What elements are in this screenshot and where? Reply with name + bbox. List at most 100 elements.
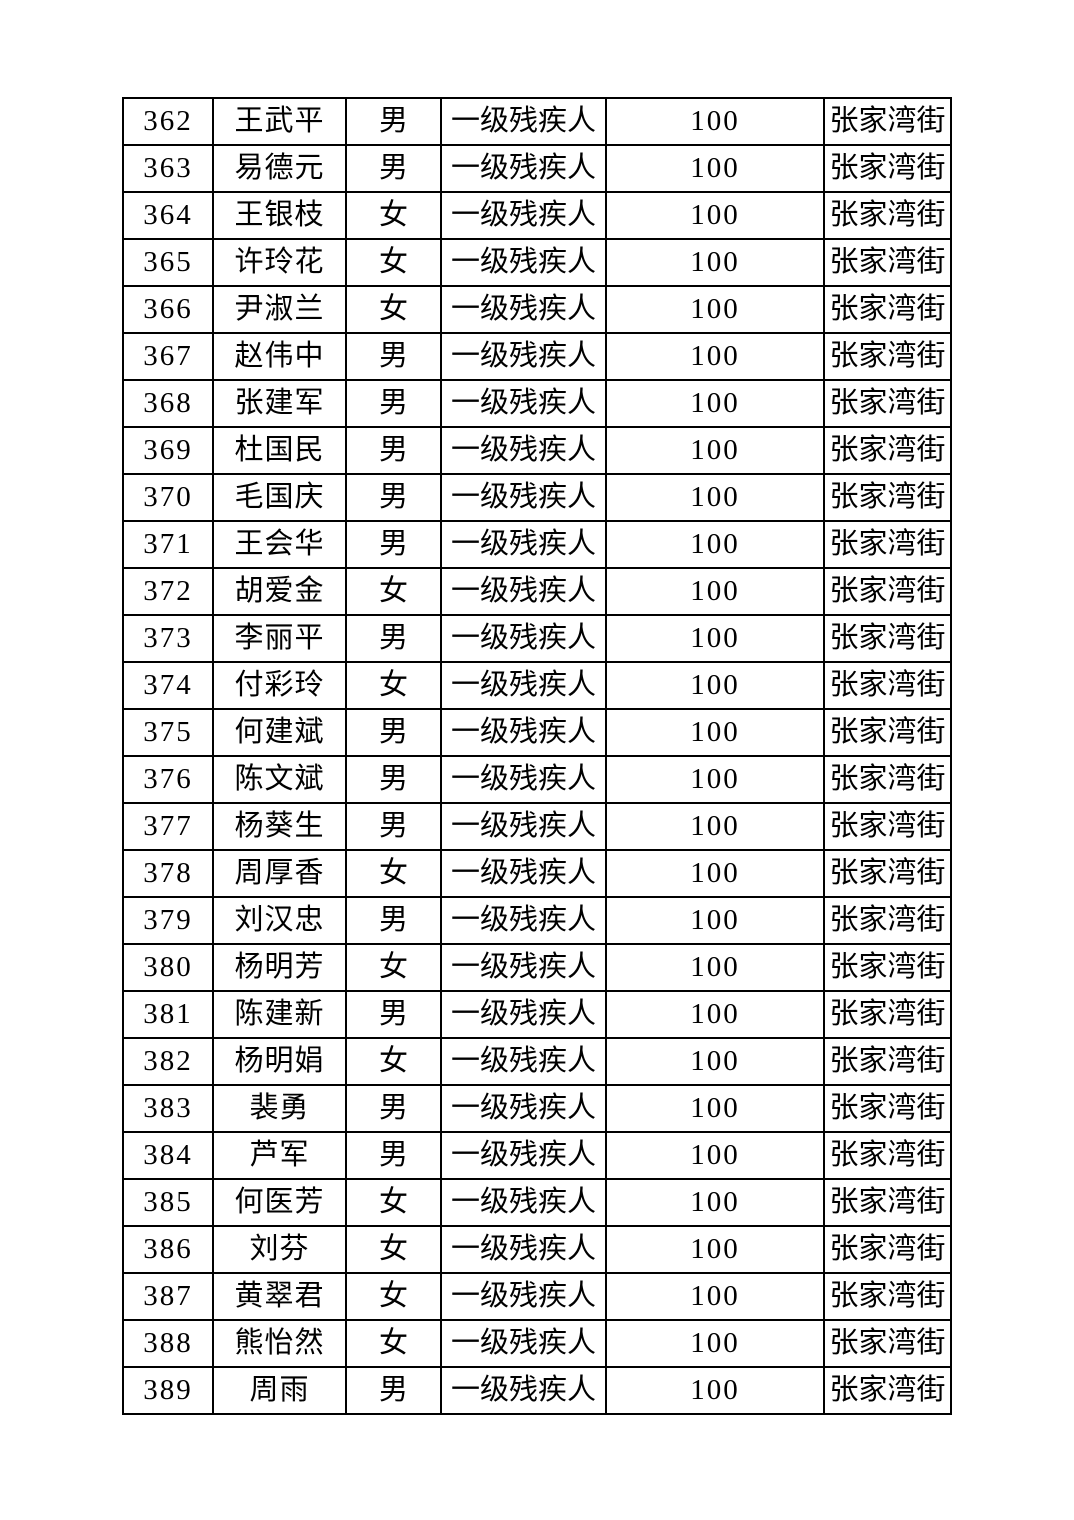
- cell-street: 张家湾街: [823, 755, 952, 804]
- cell-row-number: 381: [122, 990, 214, 1039]
- table-row: 379 刘汉忠男一级残疾人 100 张家湾街: [122, 896, 952, 945]
- cell-street: 张家湾街: [823, 238, 952, 287]
- table-row: 373 李丽平男一级残疾人 100 张家湾街: [122, 614, 952, 663]
- cell-gender: 女: [345, 849, 442, 898]
- cell-gender: 男: [345, 1084, 442, 1133]
- cell-name: 付彩玲: [212, 661, 347, 710]
- cell-street: 张家湾街: [823, 1178, 952, 1227]
- table-row: 362 王武平男一级残疾人 100 张家湾街: [122, 97, 952, 146]
- cell-street: 张家湾街: [823, 1225, 952, 1274]
- cell-name: 李丽平: [212, 614, 347, 663]
- cell-street: 张家湾街: [823, 520, 952, 569]
- cell-row-number: 387: [122, 1272, 214, 1321]
- cell-row-number: 372: [122, 567, 214, 616]
- cell-amount: 100: [605, 1366, 825, 1415]
- cell-name: 许玲花: [212, 238, 347, 287]
- cell-gender: 女: [345, 1272, 442, 1321]
- cell-name: 刘芬: [212, 1225, 347, 1274]
- cell-street: 张家湾街: [823, 379, 952, 428]
- cell-amount: 100: [605, 473, 825, 522]
- cell-amount: 100: [605, 285, 825, 334]
- table-row: 364 王银枝女一级残疾人 100 张家湾街: [122, 191, 952, 240]
- cell-category: 一级残疾人: [440, 1084, 607, 1133]
- cell-name: 裴勇: [212, 1084, 347, 1133]
- cell-gender: 女: [345, 191, 442, 240]
- cell-name: 易德元: [212, 144, 347, 193]
- cell-category: 一级残疾人: [440, 849, 607, 898]
- cell-category: 一级残疾人: [440, 1272, 607, 1321]
- cell-gender: 男: [345, 520, 442, 569]
- cell-gender: 女: [345, 1037, 442, 1086]
- cell-category: 一级残疾人: [440, 332, 607, 381]
- cell-amount: 100: [605, 614, 825, 663]
- cell-category: 一级残疾人: [440, 1319, 607, 1368]
- table-row: 370 毛国庆男一级残疾人 100 张家湾街: [122, 473, 952, 522]
- cell-amount: 100: [605, 1319, 825, 1368]
- cell-category: 一级残疾人: [440, 990, 607, 1039]
- table-row: 375 何建斌男一级残疾人 100 张家湾街: [122, 708, 952, 757]
- recipient-table: 362 王武平男一级残疾人 100 张家湾街 363 易德元男一级残疾人 100 张家湾街 36…: [122, 97, 952, 1415]
- cell-street: 张家湾街: [823, 614, 952, 663]
- table-row: 389 周雨男一级残疾人 100 张家湾街: [122, 1366, 952, 1415]
- cell-name: 周厚香: [212, 849, 347, 898]
- cell-amount: 100: [605, 1272, 825, 1321]
- cell-amount: 100: [605, 1178, 825, 1227]
- cell-gender: 女: [345, 238, 442, 287]
- cell-category: 一级残疾人: [440, 144, 607, 193]
- table-row: 365 许玲花女一级残疾人 100 张家湾街: [122, 238, 952, 287]
- cell-street: 张家湾街: [823, 1084, 952, 1133]
- table-row: 378 周厚香女一级残疾人 100 张家湾街: [122, 849, 952, 898]
- cell-street: 张家湾街: [823, 1366, 952, 1415]
- cell-street: 张家湾街: [823, 97, 952, 146]
- cell-row-number: 382: [122, 1037, 214, 1086]
- cell-category: 一级残疾人: [440, 1131, 607, 1180]
- table-row: 372 胡爱金女一级残疾人 100 张家湾街: [122, 567, 952, 616]
- cell-street: 张家湾街: [823, 285, 952, 334]
- cell-amount: 100: [605, 802, 825, 851]
- cell-category: 一级残疾人: [440, 567, 607, 616]
- cell-row-number: 369: [122, 426, 214, 475]
- cell-row-number: 375: [122, 708, 214, 757]
- cell-gender: 女: [345, 1178, 442, 1227]
- cell-gender: 女: [345, 661, 442, 710]
- cell-name: 王武平: [212, 97, 347, 146]
- cell-amount: 100: [605, 1225, 825, 1274]
- cell-street: 张家湾街: [823, 1131, 952, 1180]
- cell-amount: 100: [605, 426, 825, 475]
- cell-category: 一级残疾人: [440, 708, 607, 757]
- cell-amount: 100: [605, 520, 825, 569]
- cell-gender: 男: [345, 1131, 442, 1180]
- cell-name: 毛国庆: [212, 473, 347, 522]
- table-row: 387 黄翠君女一级残疾人 100 张家湾街: [122, 1272, 952, 1321]
- cell-row-number: 366: [122, 285, 214, 334]
- cell-street: 张家湾街: [823, 1272, 952, 1321]
- cell-amount: 100: [605, 708, 825, 757]
- cell-name: 熊怡然: [212, 1319, 347, 1368]
- table-row: 369 杜国民男一级残疾人 100 张家湾街: [122, 426, 952, 475]
- table-row: 385 何医芳女一级残疾人 100 张家湾街: [122, 1178, 952, 1227]
- cell-category: 一级残疾人: [440, 238, 607, 287]
- cell-street: 张家湾街: [823, 426, 952, 475]
- cell-gender: 男: [345, 802, 442, 851]
- cell-name: 赵伟中: [212, 332, 347, 381]
- cell-gender: 女: [345, 943, 442, 992]
- cell-gender: 女: [345, 1319, 442, 1368]
- cell-amount: 100: [605, 1131, 825, 1180]
- cell-street: 张家湾街: [823, 473, 952, 522]
- cell-row-number: 379: [122, 896, 214, 945]
- cell-amount: 100: [605, 661, 825, 710]
- cell-name: 何建斌: [212, 708, 347, 757]
- cell-gender: 女: [345, 1225, 442, 1274]
- cell-name: 杨葵生: [212, 802, 347, 851]
- cell-name: 杜国民: [212, 426, 347, 475]
- cell-row-number: 389: [122, 1366, 214, 1415]
- cell-gender: 男: [345, 97, 442, 146]
- cell-gender: 男: [345, 896, 442, 945]
- cell-row-number: 378: [122, 849, 214, 898]
- cell-name: 王银枝: [212, 191, 347, 240]
- cell-gender: 男: [345, 426, 442, 475]
- cell-amount: 100: [605, 1084, 825, 1133]
- cell-row-number: 365: [122, 238, 214, 287]
- cell-category: 一级残疾人: [440, 802, 607, 851]
- cell-gender: 男: [345, 473, 442, 522]
